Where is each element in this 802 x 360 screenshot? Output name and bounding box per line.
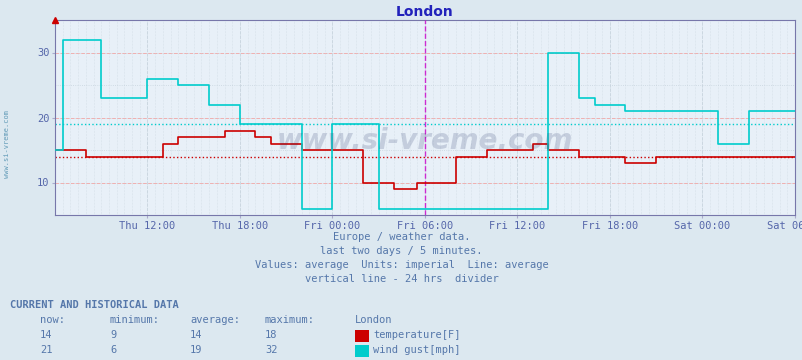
Text: minimum:: minimum: bbox=[110, 315, 160, 325]
Text: temperature[F]: temperature[F] bbox=[373, 330, 460, 340]
Text: London: London bbox=[354, 315, 392, 325]
Text: 18: 18 bbox=[265, 330, 277, 340]
Text: 14: 14 bbox=[40, 330, 52, 340]
Text: now:: now: bbox=[40, 315, 65, 325]
Text: last two days / 5 minutes.: last two days / 5 minutes. bbox=[320, 246, 482, 256]
Text: 21: 21 bbox=[40, 345, 52, 355]
Text: 32: 32 bbox=[265, 345, 277, 355]
Text: 19: 19 bbox=[190, 345, 202, 355]
Text: maximum:: maximum: bbox=[265, 315, 314, 325]
Text: Values: average  Units: imperial  Line: average: Values: average Units: imperial Line: av… bbox=[254, 260, 548, 270]
Title: London: London bbox=[395, 5, 453, 19]
Text: wind gust[mph]: wind gust[mph] bbox=[373, 345, 460, 355]
Text: 14: 14 bbox=[190, 330, 202, 340]
Text: vertical line - 24 hrs  divider: vertical line - 24 hrs divider bbox=[304, 274, 498, 284]
Text: average:: average: bbox=[190, 315, 240, 325]
Text: Europe / weather data.: Europe / weather data. bbox=[332, 232, 470, 242]
Text: CURRENT AND HISTORICAL DATA: CURRENT AND HISTORICAL DATA bbox=[10, 300, 179, 310]
Text: 6: 6 bbox=[110, 345, 116, 355]
Text: www.si-vreme.com: www.si-vreme.com bbox=[4, 110, 10, 178]
Text: www.si-vreme.com: www.si-vreme.com bbox=[277, 127, 573, 155]
Text: 9: 9 bbox=[110, 330, 116, 340]
